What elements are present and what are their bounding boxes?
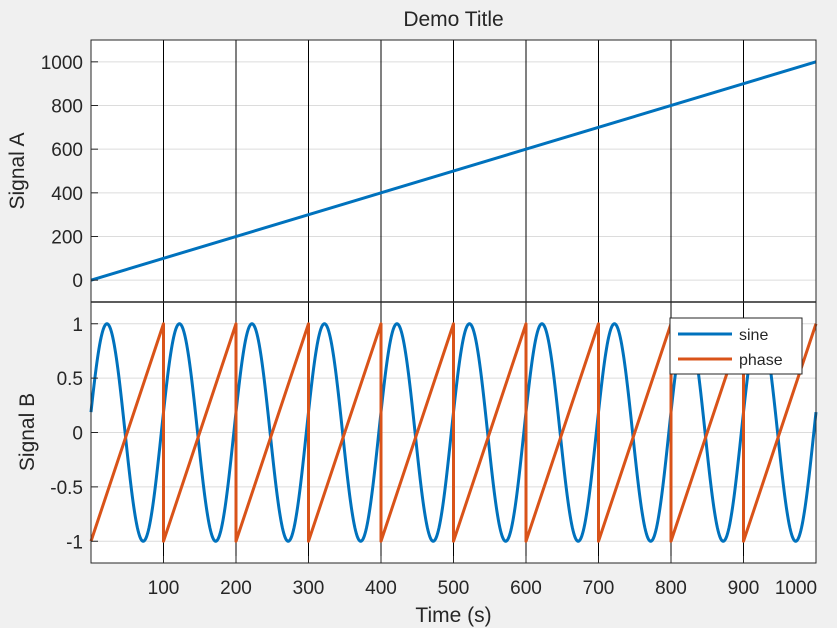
- axes-signal-b[interactable]: 10.50-0.5-1 100 200 300 400 500 600 700 800 900 1…: [16, 301, 818, 627]
- x-tick-label: 100: [148, 578, 180, 599]
- axes-signal-b-y-ticks: 1 0.5 0 -0.5 -1: [50, 315, 98, 553]
- x-tick-label: 1000: [775, 578, 817, 599]
- y-tick-label-signal-a: 800: [51, 97, 83, 118]
- axes-signal-a-y-ticks: 0 200 400 600 800 1000: [41, 53, 98, 292]
- y-tick-label-signal-b: 1: [72, 315, 83, 336]
- y-tick-label-signal-b: -1: [66, 532, 83, 553]
- axes-signal-a-series: [90, 60, 817, 282]
- x-tick-label: 500: [438, 578, 470, 599]
- legend-box: [669, 317, 803, 375]
- y-axis-label-signal-b: Signal B: [16, 393, 39, 471]
- x-tick-label: 700: [583, 578, 615, 599]
- y-tick-label-signal-b: 0: [72, 424, 83, 445]
- x-tick-label: 600: [510, 578, 542, 599]
- axes-signal-b-x-ticks: 100 200 300 400 500 600 700 800 900 1000: [148, 556, 817, 599]
- x-tick-label: 400: [365, 578, 397, 599]
- y-tick-label-signal-a: 200: [51, 228, 83, 249]
- y-axis-label-signal-a: Signal A: [6, 132, 29, 209]
- legend-entry-phase: phase: [739, 352, 783, 369]
- axes-signal-a[interactable]: 0 200 400 600 800 1000 Demo Title Signal A: [6, 8, 817, 303]
- legend-entry-sine: sine: [739, 327, 768, 344]
- series-line-signal-a: [90, 60, 817, 282]
- y-tick-label-signal-a: 1000: [41, 53, 83, 74]
- y-tick-label-signal-b: 0.5: [57, 369, 83, 390]
- x-tick-label: 300: [293, 578, 325, 599]
- x-tick-label: 200: [220, 578, 252, 599]
- y-tick-label-signal-b: -0.5: [50, 478, 83, 499]
- series-line-phase: [89, 322, 818, 543]
- chart-title: Demo Title: [403, 8, 503, 31]
- x-tick-label: 800: [655, 578, 687, 599]
- y-tick-label-signal-a: 600: [51, 140, 83, 161]
- x-axis-label: Time (s): [415, 604, 491, 627]
- legend[interactable]: sine phase: [669, 317, 803, 375]
- x-tick-label: 900: [728, 578, 760, 599]
- y-tick-label-signal-a: 0: [72, 271, 83, 292]
- y-tick-label-signal-a: 400: [51, 184, 83, 205]
